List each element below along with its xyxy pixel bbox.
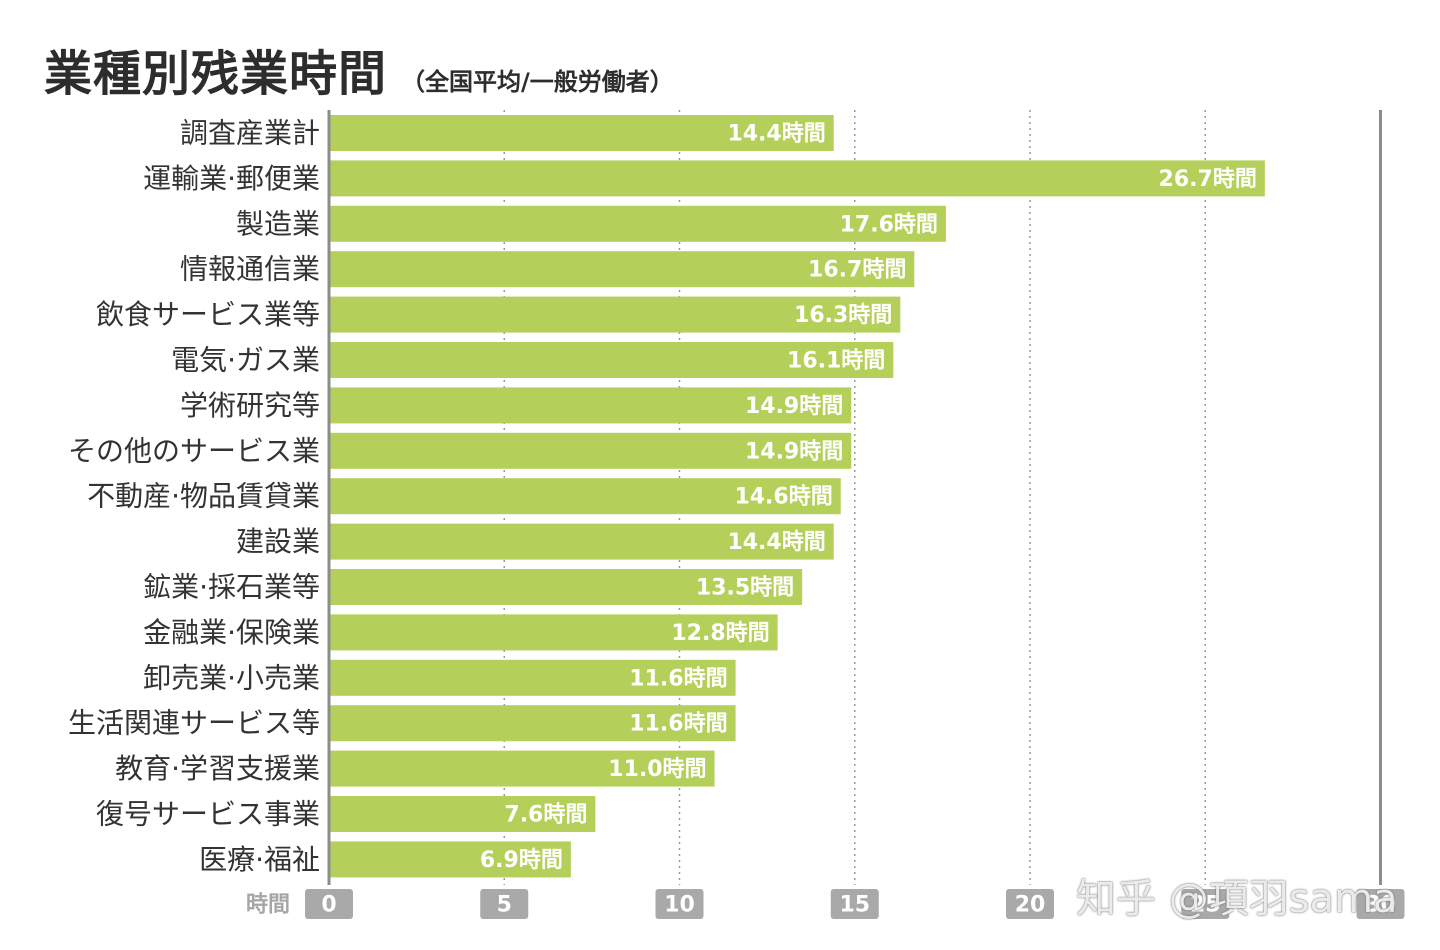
bar [329, 569, 803, 605]
x-tick-label: 10 [664, 893, 695, 918]
bar-value-label: 12.8時間 [671, 621, 769, 646]
bar [329, 115, 834, 151]
category-label: 情報通信業 [180, 253, 320, 286]
x-tick-label: 5 [497, 893, 512, 918]
bar [329, 478, 841, 515]
bar-value-label: 14.9時間 [745, 394, 843, 419]
category-label: 製造業 [236, 207, 320, 240]
category-label: 飲食サービス業等 [96, 298, 320, 331]
x-tick-badge [1006, 889, 1054, 919]
bar [329, 659, 736, 696]
bar-value-label: 14.4時間 [727, 122, 825, 147]
category-label: 卸売業·小売業 [143, 661, 320, 694]
category-label: 学術研究等 [180, 389, 320, 422]
category-label: 不動産·物品賃貸業 [87, 480, 320, 513]
category-label: 教育·学習支援業 [115, 752, 320, 785]
bar-value-label: 11.6時間 [629, 666, 727, 691]
bar [329, 523, 834, 560]
x-tick-label: 0 [321, 893, 336, 918]
bar [329, 750, 715, 787]
x-tick-badge [305, 889, 353, 919]
bar-value-label: 7.6時間 [504, 803, 587, 828]
bar [329, 205, 946, 242]
bar [329, 342, 894, 378]
category-label: 運輸業·郵便業 [143, 162, 320, 195]
x-tick-badge [480, 889, 529, 919]
category-label: 医療·福祉 [199, 843, 320, 876]
bar [329, 251, 915, 288]
bar-value-label: 13.5時間 [696, 576, 794, 601]
category-label: 建設業 [236, 525, 320, 558]
category-label: 鉱業·採石業等 [143, 571, 320, 604]
watermark-text: 知乎 @項羽sama [1076, 876, 1398, 922]
bar [329, 796, 596, 832]
category-label: その他のサービス業 [68, 434, 320, 467]
bar-value-label: 11.6時間 [629, 712, 727, 737]
x-tick-label: 30 [1365, 893, 1396, 918]
bar [329, 432, 852, 469]
x-tick-label: 25 [1190, 893, 1221, 918]
category-label: 復号サービス事業 [96, 798, 320, 831]
x-tick-badge [830, 889, 879, 919]
x-tick-label: 15 [839, 893, 870, 918]
x-tick-badge [1356, 889, 1405, 919]
x-axis-unit-label: 時間 [246, 893, 290, 918]
bar [329, 296, 901, 333]
bar [329, 705, 736, 742]
bar-value-label: 17.6時間 [840, 212, 938, 237]
x-tick-badge [1181, 889, 1230, 919]
bar-value-label: 26.7時間 [1159, 167, 1257, 192]
chart-subtitle: （全国平均/一般労働者） [401, 68, 674, 96]
bar-value-label: 16.1時間 [787, 349, 885, 374]
bar-value-label: 14.6時間 [734, 485, 832, 510]
bar-value-label: 14.9時間 [745, 439, 843, 464]
x-tick-label: 20 [1015, 893, 1046, 918]
category-label: 電気·ガス業 [171, 344, 320, 377]
category-label: 生活関連サービス等 [68, 707, 320, 740]
bar [329, 160, 1265, 197]
chart-title: 業種別残業時間 [44, 46, 388, 102]
category-label: 調査産業計 [180, 117, 320, 150]
bar-value-label: 6.9時間 [480, 848, 563, 873]
category-label: 金融業·保険業 [143, 616, 320, 649]
bar [329, 841, 571, 878]
bar-value-label: 14.4時間 [727, 530, 825, 555]
bar [329, 387, 852, 424]
bar-value-label: 11.0時間 [608, 757, 706, 782]
bar-value-label: 16.7時間 [808, 258, 906, 283]
chart-title-block: 業種別残業時間 （全国平均/一般労働者） [44, 34, 674, 102]
bar [329, 614, 778, 651]
x-tick-badge [655, 889, 704, 919]
bar-value-label: 16.3時間 [794, 303, 892, 328]
